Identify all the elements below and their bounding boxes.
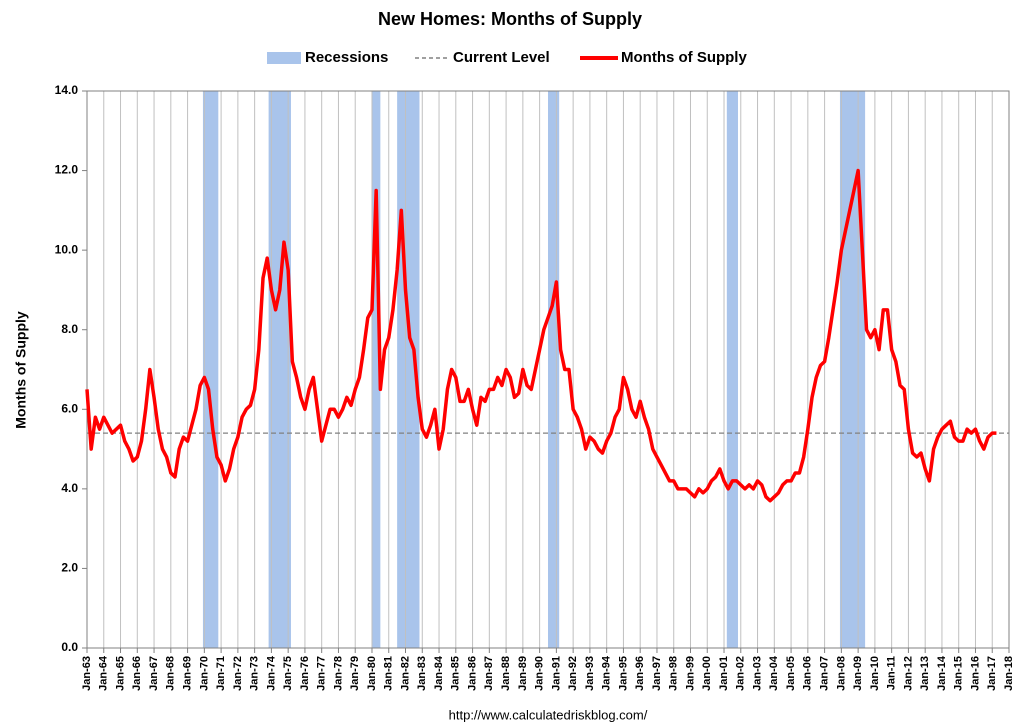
x-tick-label: Jan-79 <box>349 656 361 691</box>
x-tick-label: Jan-67 <box>148 656 160 691</box>
y-tick-label: 6.0 <box>61 401 78 415</box>
series-line <box>85 168 997 503</box>
x-tick-label: Jan-71 <box>215 656 227 691</box>
x-tick-label: Jan-76 <box>299 656 311 691</box>
x-tick-label: Jan-01 <box>718 656 730 691</box>
x-tick-label: Jan-07 <box>819 656 831 691</box>
legend-label: Current Level <box>453 49 550 66</box>
y-tick-label: 10.0 <box>55 242 79 256</box>
x-tick-label: Jan-90 <box>534 656 546 691</box>
x-tick-label: Jan-00 <box>701 656 713 691</box>
x-tick-label: Jan-97 <box>651 656 663 691</box>
x-tick-label: Jan-82 <box>399 656 411 691</box>
x-tick-label: Jan-10 <box>869 656 881 691</box>
legend-swatch <box>267 52 301 64</box>
x-tick-label: Jan-91 <box>550 656 562 691</box>
recession-band <box>371 91 381 648</box>
x-tick-label: Jan-88 <box>500 656 512 691</box>
x-tick-label: Jan-74 <box>265 655 277 691</box>
chart-title: New Homes: Months of Supply <box>378 9 642 29</box>
x-tick-label: Jan-04 <box>768 655 780 691</box>
x-tick-label: Jan-14 <box>936 655 948 691</box>
x-tick-label: Jan-73 <box>249 656 261 691</box>
legend-label: Recessions <box>305 49 388 66</box>
x-tick-label: Jan-94 <box>601 655 613 691</box>
x-tick-label: Jan-64 <box>98 655 110 691</box>
x-tick-label: Jan-63 <box>81 656 93 691</box>
legend-label: Months of Supply <box>621 49 747 66</box>
y-axis-label: Months of Supply <box>13 311 29 429</box>
x-tick-label: Jan-05 <box>785 656 797 691</box>
x-tick-label: Jan-93 <box>584 656 596 691</box>
x-tick-label: Jan-09 <box>852 656 864 691</box>
recession-band <box>726 91 738 648</box>
y-tick-label: 0.0 <box>61 640 78 654</box>
x-tick-label: Jan-11 <box>886 656 898 690</box>
x-tick-label: Jan-85 <box>450 656 462 691</box>
x-tick-label: Jan-80 <box>366 656 378 691</box>
x-tick-label: Jan-66 <box>131 656 143 691</box>
x-tick-label: Jan-17 <box>986 656 998 691</box>
y-tick-label: 4.0 <box>61 481 78 495</box>
recession-band <box>839 91 866 648</box>
x-tick-label: Jan-78 <box>332 656 344 691</box>
x-tick-label: Jan-99 <box>684 656 696 691</box>
x-tick-label: Jan-02 <box>735 656 747 691</box>
x-tick-label: Jan-87 <box>483 656 495 691</box>
plot-frame <box>86 90 1010 649</box>
recession-band <box>268 91 291 648</box>
x-tick-label: Jan-13 <box>919 656 931 691</box>
x-tick-label: Jan-69 <box>181 656 193 691</box>
x-tick-label: Jan-08 <box>835 656 847 691</box>
x-tick-label: Jan-70 <box>198 656 210 691</box>
x-tick-label: Jan-75 <box>282 656 294 691</box>
source: http://www.calculatedriskblog.com/ <box>449 707 648 722</box>
x-tick-label: Jan-98 <box>668 656 680 691</box>
x-tick-label: Jan-16 <box>969 656 981 691</box>
x-tick-label: Jan-84 <box>433 655 445 691</box>
x-tick-label: Jan-92 <box>567 656 579 691</box>
x-tick-label: Jan-15 <box>953 656 965 691</box>
x-tick-label: Jan-81 <box>383 656 395 691</box>
y-tick-label: 8.0 <box>61 322 78 336</box>
x-tick-label: Jan-77 <box>316 656 328 691</box>
x-tick-label: Jan-83 <box>416 656 428 691</box>
y-tick-label: 12.0 <box>55 163 79 177</box>
y-tick-label: 2.0 <box>61 561 78 575</box>
x-tick-label: Jan-96 <box>634 656 646 691</box>
x-tick-label: Jan-95 <box>617 656 629 691</box>
x-tick-label: Jan-89 <box>517 656 529 691</box>
x-tick-label: Jan-65 <box>114 656 126 691</box>
recession-band <box>202 91 219 648</box>
x-tick-label: Jan-06 <box>802 656 814 691</box>
x-tick-label: Jan-72 <box>232 656 244 691</box>
x-tick-label: Jan-12 <box>902 656 914 691</box>
y-tick-label: 14.0 <box>55 83 79 97</box>
recession-band <box>548 91 560 648</box>
x-tick-label: Jan-18 <box>1003 656 1015 691</box>
x-tick-label: Jan-86 <box>466 656 478 691</box>
x-tick-label: Jan-68 <box>165 656 177 691</box>
x-tick-label: Jan-03 <box>751 656 763 691</box>
